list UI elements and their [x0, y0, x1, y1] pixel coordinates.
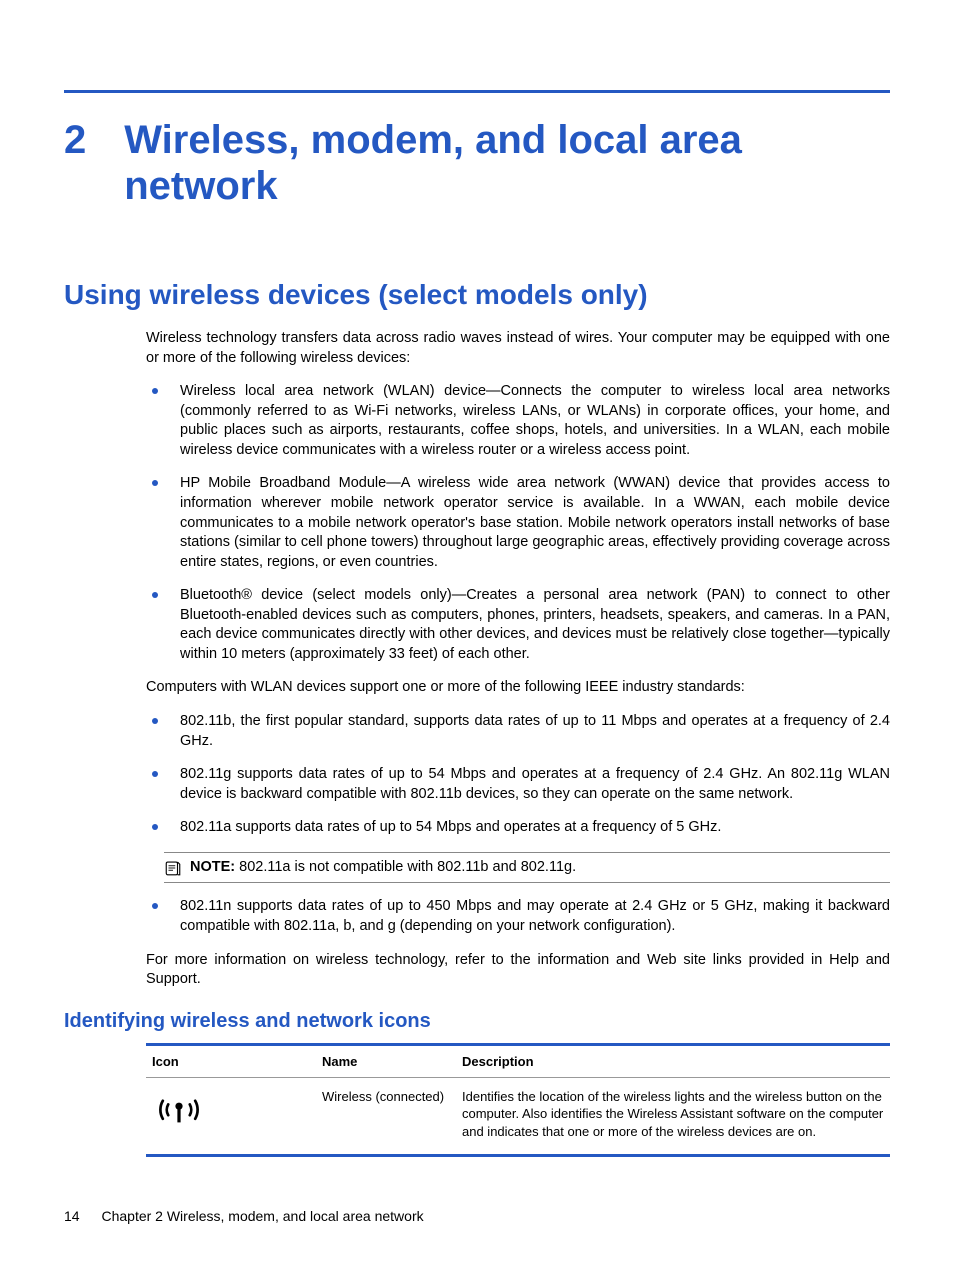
- list-item: Wireless local area network (WLAN) devic…: [146, 382, 890, 460]
- note-icon: [164, 859, 182, 877]
- note-box: NOTE: 802.11a is not compatible with 802…: [164, 852, 890, 884]
- page-number: 14: [64, 1208, 80, 1224]
- chapter-heading: 2 Wireless, modem, and local area networ…: [64, 117, 890, 209]
- list-item: 802.11a supports data rates of up to 54 …: [146, 818, 890, 838]
- icon-table-wrap: Icon Name Description: [146, 1043, 890, 1158]
- note-label: NOTE:: [190, 859, 235, 875]
- table-header-row: Icon Name Description: [146, 1044, 890, 1077]
- section-title: Using wireless devices (select models on…: [64, 279, 890, 311]
- cell-icon: [146, 1077, 316, 1156]
- standards-intro: Computers with WLAN devices support one …: [146, 678, 890, 698]
- th-icon: Icon: [146, 1044, 316, 1077]
- subsection-title: Identifying wireless and network icons: [64, 1010, 890, 1033]
- cell-name: Wireless (connected): [316, 1077, 456, 1156]
- icon-table: Icon Name Description: [146, 1043, 890, 1158]
- list-item: HP Mobile Broadband Module—A wireless wi…: [146, 474, 890, 572]
- note-content: NOTE: 802.11a is not compatible with 802…: [190, 858, 576, 878]
- list-item: 802.11g supports data rates of up to 54 …: [146, 765, 890, 804]
- list-item: Bluetooth® device (select models only)—C…: [146, 586, 890, 664]
- chapter-title: Wireless, modem, and local area network: [124, 117, 890, 209]
- standards-list: 802.11b, the first popular standard, sup…: [146, 712, 890, 838]
- table-row: Wireless (connected) Identifies the loca…: [146, 1077, 890, 1156]
- section-intro: Wireless technology transfers data acros…: [146, 329, 890, 368]
- list-item: 802.11b, the first popular standard, sup…: [146, 712, 890, 751]
- list-item: 802.11n supports data rates of up to 450…: [146, 897, 890, 936]
- th-name: Name: [316, 1044, 456, 1077]
- note-text: 802.11a is not compatible with 802.11b a…: [239, 859, 576, 875]
- footer-text: Chapter 2 Wireless, modem, and local are…: [101, 1208, 423, 1224]
- section-outro: For more information on wireless technol…: [146, 951, 890, 990]
- standards-list-cont: 802.11n supports data rates of up to 450…: [146, 897, 890, 936]
- page-footer: 14 Chapter 2 Wireless, modem, and local …: [64, 1208, 424, 1224]
- wireless-connected-icon: [152, 1116, 206, 1131]
- top-rule: [64, 90, 890, 93]
- th-description: Description: [456, 1044, 890, 1077]
- cell-description: Identifies the location of the wireless …: [456, 1077, 890, 1156]
- chapter-number: 2: [64, 117, 86, 163]
- device-list: Wireless local area network (WLAN) devic…: [146, 382, 890, 664]
